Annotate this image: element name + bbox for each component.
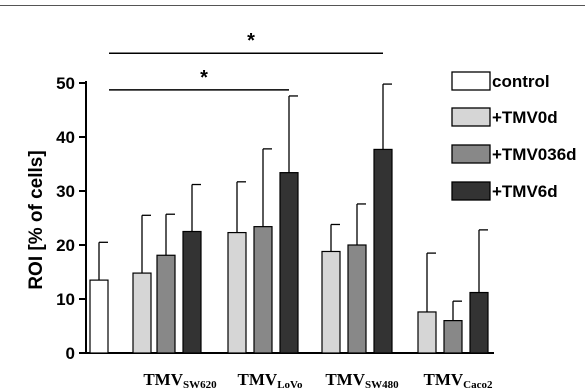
bar [347, 244, 367, 354]
bar [227, 231, 247, 354]
legend-swatch [451, 107, 491, 127]
bar [443, 320, 463, 354]
legend-swatch [451, 71, 491, 91]
bar [89, 279, 109, 354]
y-tick-label: 30 [56, 182, 75, 201]
bar [373, 148, 393, 354]
bar [132, 272, 152, 354]
significance-star: * [200, 67, 208, 89]
legend-swatch [451, 181, 491, 201]
legend-label: +TMV0d [492, 108, 558, 127]
legend-label: +TMV6d [492, 182, 558, 201]
category-label: TMVSW480 [325, 370, 399, 391]
y-tick-label: 40 [56, 128, 75, 147]
bar [321, 250, 341, 354]
y-tick-label: 10 [56, 290, 75, 309]
bar [279, 172, 299, 354]
legend-label: control [492, 72, 550, 91]
y-tick-label: 20 [56, 236, 75, 255]
y-axis-label: ROI [% of cells] [26, 150, 47, 289]
category-label: TMVSW620 [143, 370, 217, 391]
significance-star: * [247, 30, 255, 52]
bar [469, 291, 489, 354]
top-border-line [0, 5, 585, 6]
legend-label: +TMV036d [492, 145, 577, 164]
y-tick-label: 50 [56, 74, 75, 93]
bar [182, 230, 202, 354]
legend-swatch [451, 144, 491, 164]
bar [417, 311, 437, 354]
bar [253, 226, 273, 354]
y-tick-label: 0 [66, 344, 75, 363]
category-label: TMVLoVo [238, 370, 303, 391]
bar [156, 254, 176, 354]
category-label: TMVCaco2 [424, 370, 493, 391]
